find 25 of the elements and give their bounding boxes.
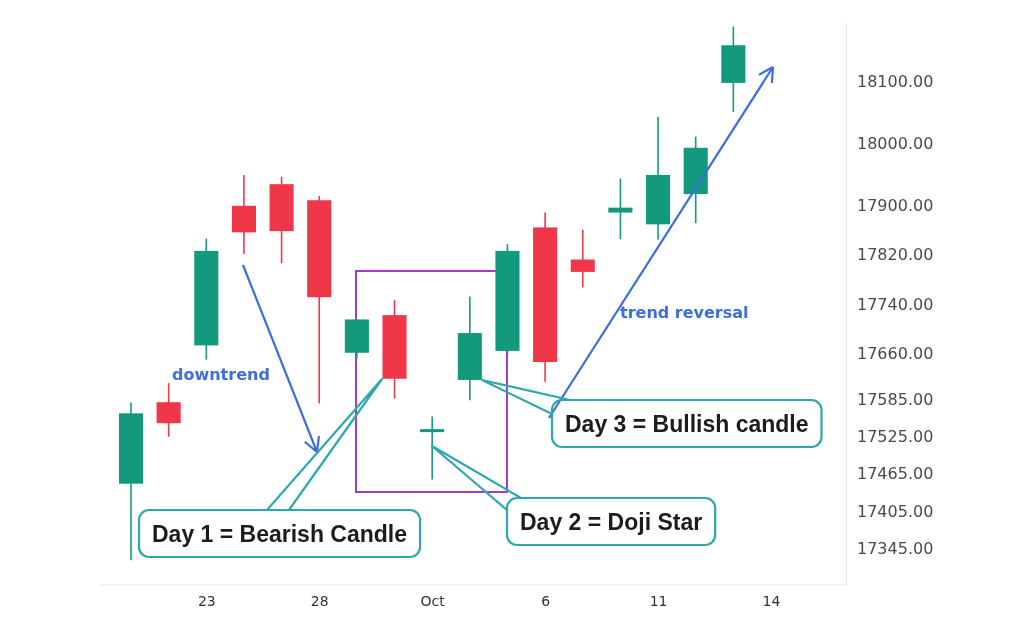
annotation: Day 3 = Bullish candle — [565, 411, 809, 437]
annotation: trend reversal — [620, 303, 749, 322]
y-tick-label: 17900.00 — [857, 195, 934, 215]
x-tick-label: 6 — [541, 592, 551, 609]
x-tick-label: Oct — [420, 592, 446, 609]
y-tick-label: 17820.00 — [857, 245, 934, 265]
annotation: Day 2 = Doji Star — [520, 509, 703, 535]
y-tick-label: 17660.00 — [857, 344, 934, 364]
y-tick-label: 17465.00 — [857, 464, 934, 484]
candlestick — [570, 229, 595, 289]
y-tick-label: 18000.00 — [857, 134, 934, 154]
y-tick-label: 18100.00 — [857, 72, 934, 92]
x-tick-label: 23 — [197, 592, 216, 609]
y-tick-label: 17585.00 — [857, 390, 934, 410]
annotation: downtrend — [172, 365, 270, 384]
x-tick-label: 14 — [762, 592, 781, 609]
y-tick-label: 17525.00 — [857, 427, 934, 447]
candlestick — [420, 415, 445, 481]
candlestick — [608, 177, 633, 240]
x-tick-label: 28 — [310, 592, 329, 609]
x-tick-label: 11 — [649, 592, 668, 609]
y-tick-label: 17740.00 — [857, 294, 934, 314]
annotation: Day 1 = Bearish Candle — [152, 521, 408, 547]
y-tick-label: 17405.00 — [857, 501, 934, 521]
y-tick-label: 17345.00 — [857, 538, 934, 558]
